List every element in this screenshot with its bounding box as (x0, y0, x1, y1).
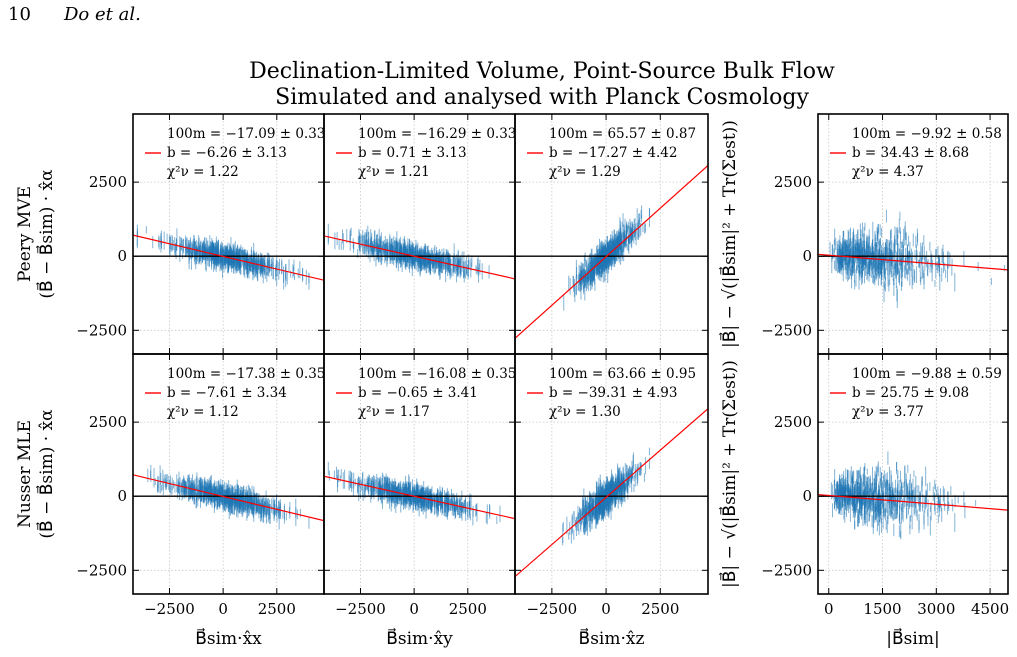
ticks (133, 114, 324, 354)
annotation-line: 100m = −16.29 ± 0.33 (358, 126, 516, 142)
plot-area (324, 354, 515, 594)
panel-3: −2500 0 2500 100m = −9.92 ± 0.58 b = 34.43 ±… (761, 113, 1009, 355)
annotation-line: 100m = −16.08 ± 0.35 (358, 366, 516, 382)
row-label: Peery MVE (15, 186, 35, 282)
fit-line (324, 475, 515, 520)
y-tick-label: −2500 (76, 321, 127, 339)
annotation-line: b = −6.26 ± 3.13 (167, 145, 287, 161)
ticks (515, 354, 708, 594)
plot-area (133, 114, 324, 354)
annotation-line: χ²ν = 4.37 (852, 164, 924, 180)
x-tick-label: 2500 (258, 600, 296, 618)
x-tick-label: 0 (218, 600, 228, 618)
y-tick-label: 0 (802, 247, 812, 265)
fit-line (515, 164, 708, 339)
annotation-line: b = −7.61 ± 3.34 (167, 385, 287, 401)
annotation-line: 100m = −9.92 ± 0.58 (852, 126, 1002, 142)
y-tick-label: −2500 (761, 321, 812, 339)
x-tick-label: −2500 (526, 600, 577, 618)
panels: −2500 0 2500 100m = −17.09 ± 0.33 b = −6.26 … (76, 113, 1009, 618)
row-labels: Peery MVE (B⃗ − B⃗sim) · x̂α |B⃗| − √(|B⃗s… (15, 120, 740, 588)
x-tick-label: −2500 (335, 600, 386, 618)
annotation-line: 100m = 63.66 ± 0.95 (549, 366, 696, 382)
panel-4: −2500 0 2500 −2500 0 2500 100m = −17.38 ± 0.35… (76, 353, 325, 618)
data-points (327, 223, 490, 283)
annotation-line: 100m = −17.09 ± 0.33 (167, 126, 325, 142)
title-line-2: Simulated and analysed with Planck Cosmo… (275, 85, 809, 110)
x-tick-label: −2500 (144, 600, 195, 618)
title-line-1: Declination-Limited Volume, Point-Source… (249, 59, 835, 84)
y-tick-label: 2500 (774, 173, 812, 191)
annotation-line: χ²ν = 1.12 (167, 404, 239, 420)
plot-area (324, 114, 515, 354)
y-tick-label: −2500 (76, 561, 127, 579)
ticks (324, 354, 515, 594)
fit-line (133, 474, 324, 522)
x-tick-label: 2500 (641, 600, 679, 618)
ticks (515, 114, 708, 354)
plot-area (818, 354, 1008, 594)
fit-line (324, 235, 515, 280)
data-points (829, 209, 1005, 309)
fit-line (515, 408, 708, 578)
plot-area (515, 114, 708, 354)
annotation-line: b = 34.43 ± 8.68 (852, 145, 969, 161)
x-tick-label: 0 (409, 600, 419, 618)
y-tick-label: 2500 (89, 413, 127, 431)
axes-frame (514, 353, 709, 595)
fit-line (133, 234, 324, 281)
row-ylabel: (B⃗ − B⃗sim) · x̂α (36, 169, 57, 299)
ticks (324, 114, 515, 354)
annotation-line: χ²ν = 1.30 (549, 404, 621, 420)
plot-area (818, 114, 1008, 354)
y-tick-label: 2500 (89, 173, 127, 191)
annotation-line: b = 0.71 ± 3.13 (358, 145, 467, 161)
right-ylabel: |B⃗| − √(|B⃗sim|² + Tr(Σest)) (719, 360, 740, 588)
panel-5: −2500 0 2500 100m = −16.08 ± 0.35 b = −0.65 … (323, 353, 516, 618)
annotation-line: 100m = −17.38 ± 0.35 (167, 366, 325, 382)
annotation-line: b = −0.65 ± 3.41 (358, 385, 478, 401)
plot-area (133, 354, 324, 594)
annotation-line: 100m = 65.57 ± 0.87 (549, 126, 696, 142)
row-label: Nusser MLE (15, 420, 35, 528)
annotation-line: χ²ν = 1.29 (549, 164, 621, 180)
y-tick-label: 0 (117, 487, 127, 505)
right-ylabel: |B⃗| − √(|B⃗sim|² + Tr(Σest)) (719, 120, 740, 348)
y-tick-label: 0 (117, 247, 127, 265)
panel-0: −2500 0 2500 100m = −17.09 ± 0.33 b = −6.26 … (76, 113, 325, 355)
annotation-line: χ²ν = 1.21 (358, 164, 430, 180)
data-points (830, 451, 977, 540)
plot-area (515, 354, 708, 594)
x-tick-label: 2500 (449, 600, 487, 618)
ticks (818, 114, 1008, 354)
page-authors: Do et al. (64, 4, 141, 25)
fit-line (818, 253, 1008, 271)
panel-2: 100m = 65.57 ± 0.87 b = −17.27 ± 4.42 χ²ν … (514, 113, 709, 355)
annotation-line: b = −39.31 ± 4.93 (549, 385, 677, 401)
figure-title: Declination-Limited Volume, Point-Source… (249, 59, 835, 110)
annotation-line: χ²ν = 1.22 (167, 164, 239, 180)
annotation-line: χ²ν = 1.17 (358, 404, 430, 420)
panel-1: 100m = −16.29 ± 0.33 b = 0.71 ± 3.13 χ²ν =… (323, 113, 516, 355)
data-points (563, 205, 650, 311)
annotation-line: b = −17.27 ± 4.42 (549, 145, 677, 161)
page-number: 10 (8, 4, 31, 25)
row-ylabel: (B⃗ − B⃗sim) · x̂α (36, 409, 57, 539)
ticks (133, 354, 324, 594)
x-tick-label: 0 (601, 600, 611, 618)
panel-6: −2500 0 2500 100m = 63.66 ± 0.95 b = −39.31 … (514, 353, 709, 618)
